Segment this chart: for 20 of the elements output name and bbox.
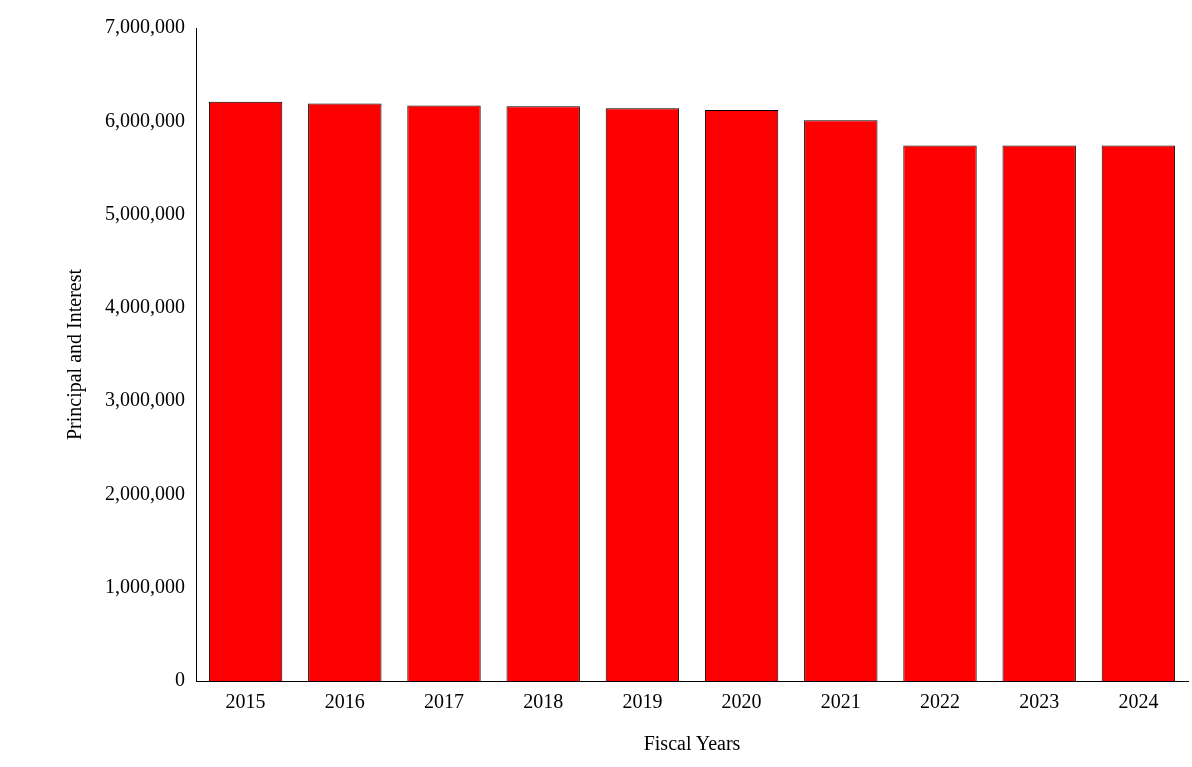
x-axis-title: Fiscal Years bbox=[643, 732, 741, 755]
x-tick-label: 2022 bbox=[920, 690, 960, 713]
x-tick-label: 2020 bbox=[721, 690, 762, 713]
y-axis-title: Principal and Interest bbox=[63, 268, 87, 441]
y-tick-label: 4,000,000 bbox=[105, 295, 185, 318]
y-tick-label: 2,000,000 bbox=[105, 481, 185, 504]
y-tick-label: 7,000,000 bbox=[105, 15, 185, 38]
x-tick-label: 2015 bbox=[225, 690, 266, 713]
x-tick-label: 2021 bbox=[820, 690, 861, 713]
x-tick-label: 2024 bbox=[1118, 690, 1159, 713]
x-tick-label: 2016 bbox=[324, 690, 365, 713]
x-tick-label: 2019 bbox=[622, 690, 663, 713]
x-tick-label: 2018 bbox=[523, 690, 564, 713]
y-tick-label: 3,000,000 bbox=[105, 388, 185, 411]
y-tick-label: 5,000,000 bbox=[105, 201, 185, 224]
y-tick-label: 6,000,000 bbox=[105, 108, 185, 131]
y-tick-label: 0 bbox=[175, 668, 185, 691]
x-tick-label: 2017 bbox=[424, 690, 464, 713]
y-tick-label: 1,000,000 bbox=[105, 574, 185, 597]
x-tick-label: 2023 bbox=[1019, 690, 1060, 713]
